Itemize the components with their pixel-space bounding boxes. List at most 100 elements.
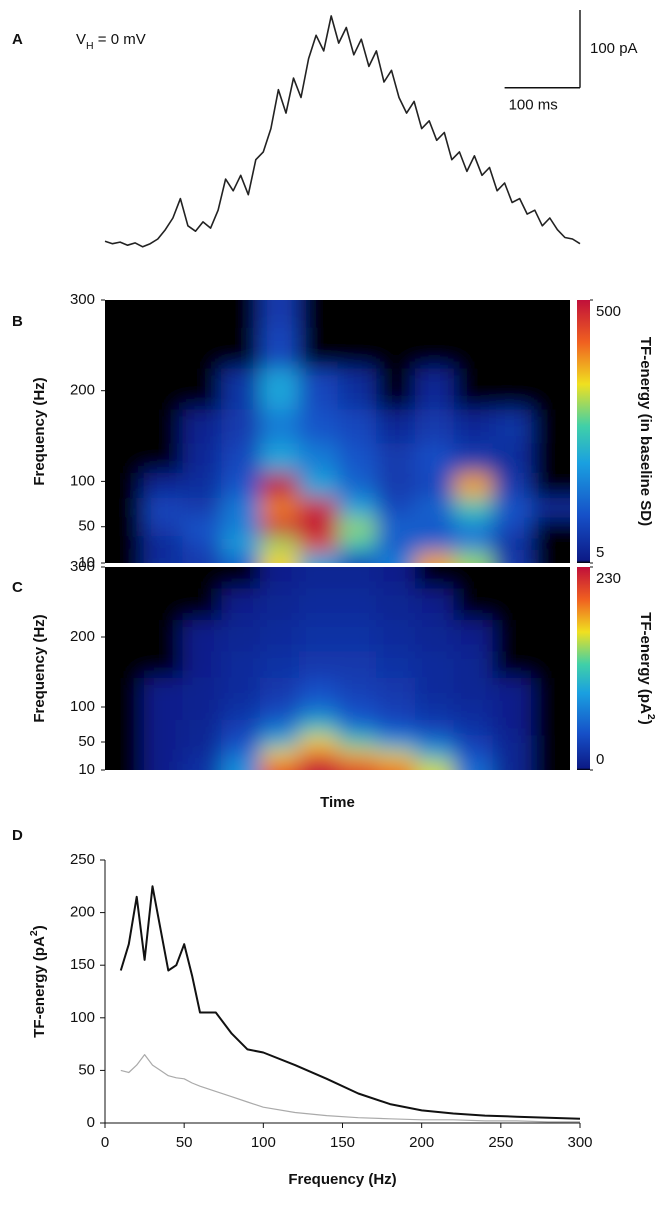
heatmap-cell — [492, 442, 532, 473]
heatmap-cell — [143, 735, 183, 750]
heatmap-cell — [182, 327, 222, 369]
heatmap-cell — [143, 517, 183, 537]
data-line — [119, 885, 581, 1120]
heatmap-cell — [531, 749, 570, 762]
heatmap-cell — [260, 551, 300, 563]
heatmap-cell — [260, 517, 300, 537]
heatmap-cell — [376, 472, 416, 498]
colorbar-tick-label: 230 — [596, 570, 621, 587]
heatmap — [105, 300, 570, 563]
heatmap-cell — [143, 472, 183, 498]
heatmap-cell — [415, 517, 455, 537]
heatmap-cell — [260, 567, 300, 589]
heatmap-cell — [531, 442, 570, 473]
heatmap-cell — [221, 408, 261, 444]
heatmap-cell — [221, 567, 261, 589]
heatmap-cell — [298, 551, 338, 563]
panel-letter: A — [12, 31, 23, 48]
x-axis-label: Frequency (Hz) — [288, 1171, 396, 1188]
heatmap-cell — [298, 300, 338, 328]
heatmap-cell — [531, 551, 570, 563]
y-tick-label: 100 — [70, 1009, 95, 1026]
y-tick-label: 300 — [70, 558, 95, 575]
heatmap-cell — [337, 719, 377, 736]
heatmap-cell — [492, 677, 532, 701]
y-tick-label: 200 — [70, 628, 95, 645]
heatmap-cell — [453, 551, 493, 563]
heatmap-cell — [260, 677, 300, 701]
colorbar — [577, 567, 590, 770]
heatmap-cell — [182, 719, 222, 736]
heatmap-cell — [337, 517, 377, 537]
x-tick-label: 100 — [251, 1134, 276, 1151]
heatmap-cell — [531, 719, 570, 736]
heatmap-cell — [415, 567, 455, 589]
heatmap-cell — [182, 472, 222, 498]
heatmap-cell — [337, 442, 377, 473]
heatmap-cell — [105, 567, 145, 589]
heatmap-cell — [105, 735, 145, 750]
heatmap-cell — [221, 700, 261, 720]
heatmap-cell — [376, 567, 416, 589]
heatmap-cell — [453, 719, 493, 736]
heatmap-cell — [531, 497, 570, 519]
heatmap-cell — [221, 472, 261, 498]
heatmap-cell — [415, 551, 455, 563]
x-tick-label: 250 — [488, 1134, 513, 1151]
heatmap-cell — [298, 535, 338, 553]
heatmap-cell — [260, 368, 300, 410]
heatmap-cell — [105, 551, 145, 563]
heatmap-cell — [492, 619, 532, 652]
heatmap-cell — [453, 749, 493, 762]
heatmap-cell — [221, 588, 261, 620]
heatmap-cell — [337, 749, 377, 762]
heatmap-cell — [337, 368, 377, 410]
heatmap-cell — [376, 588, 416, 620]
colorbar-label-part: 2 — [645, 714, 657, 720]
heatmap-cell — [337, 327, 377, 369]
heatmap-cell — [453, 761, 493, 770]
heatmap-cell — [376, 327, 416, 369]
heatmap-cell — [376, 651, 416, 678]
heatmap-cell — [298, 497, 338, 519]
heatmap-cell — [143, 651, 183, 678]
heatmap-cell — [221, 651, 261, 678]
heatmap-cell — [260, 327, 300, 369]
heatmap-cell — [376, 677, 416, 701]
heatmap-cell — [492, 651, 532, 678]
heatmap-cell — [221, 517, 261, 537]
heatmap-cell — [492, 588, 532, 620]
heatmap-cell — [415, 677, 455, 701]
heatmap-cell — [531, 517, 570, 537]
heatmap-cell — [105, 677, 145, 701]
heatmap-cell — [531, 761, 570, 770]
heatmap-cell — [492, 551, 532, 563]
colorbar-tick-label: 0 — [596, 751, 604, 768]
heatmap-cell — [182, 517, 222, 537]
heatmap-cell — [221, 497, 261, 519]
heatmap-cell — [453, 677, 493, 701]
heatmap — [105, 567, 570, 770]
heatmap-cell — [260, 761, 300, 770]
heatmap-cell — [492, 327, 532, 369]
heatmap-cell — [337, 651, 377, 678]
heatmap-cell — [105, 300, 145, 328]
heatmap-cell — [492, 497, 532, 519]
heatmap-cell — [337, 677, 377, 701]
heatmap-cell — [221, 442, 261, 473]
heatmap-cell — [453, 588, 493, 620]
heatmap-cell — [260, 588, 300, 620]
y-tick-label: 200 — [70, 904, 95, 921]
heatmap-cell — [105, 517, 145, 537]
heatmap-cell — [453, 300, 493, 328]
heatmap-cell — [415, 535, 455, 553]
heatmap-cell — [531, 472, 570, 498]
heatmap-cell — [337, 735, 377, 750]
heatmap-cell — [376, 497, 416, 519]
heatmap-cell — [337, 497, 377, 519]
heatmap-cell — [298, 472, 338, 498]
y-axis-label-part: ) — [31, 925, 48, 930]
heatmap-cell — [143, 677, 183, 701]
heatmap-cell — [298, 761, 338, 770]
heatmap-cell — [376, 700, 416, 720]
